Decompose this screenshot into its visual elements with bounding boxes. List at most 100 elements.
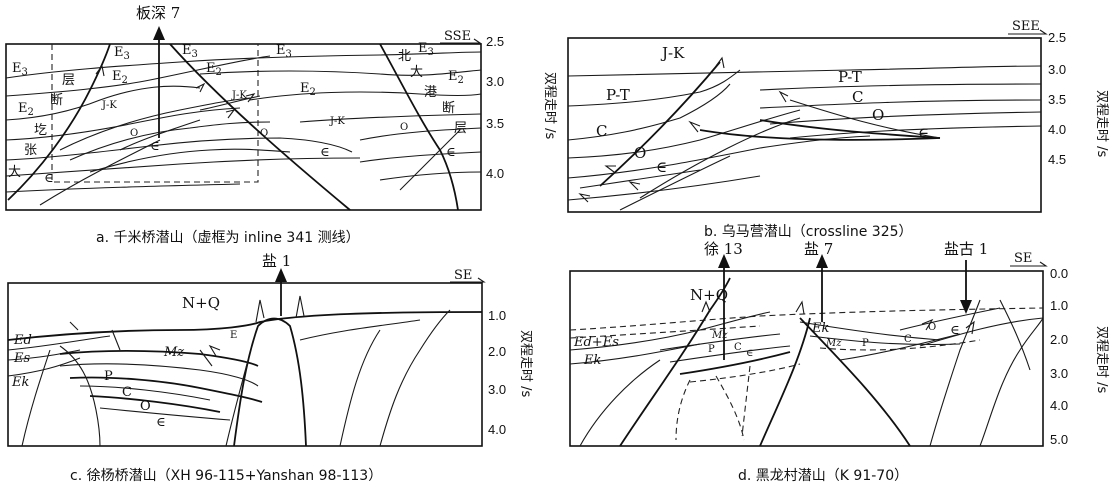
direction-arrow-icon (440, 38, 482, 44)
svg-text:4.0: 4.0 (488, 422, 506, 437)
svg-text:C: C (852, 88, 863, 106)
svg-text:E3: E3 (276, 43, 292, 60)
svg-text:Ek: Ek (11, 375, 29, 390)
svg-text:3.0: 3.0 (486, 74, 504, 89)
svg-text:Ed: Ed (13, 333, 32, 348)
svg-text:Ek: Ek (811, 321, 829, 336)
well-label: 板深 7 (136, 4, 180, 22)
svg-text:3.0: 3.0 (1048, 62, 1066, 77)
svg-text:4.5: 4.5 (1048, 152, 1066, 167)
svg-text:J-K: J-K (231, 90, 247, 101)
axis-label: 双程走时 /s (1094, 326, 1109, 394)
svg-text:3.0: 3.0 (1050, 366, 1068, 381)
svg-text:3.5: 3.5 (486, 116, 504, 131)
svg-text:E2: E2 (300, 81, 316, 98)
svg-text:张: 张 (24, 143, 37, 158)
svg-text:3.0: 3.0 (488, 382, 506, 397)
svg-text:1.0: 1.0 (1050, 298, 1068, 313)
well-arrow-icon (816, 254, 828, 268)
axis-label: 双程走时 /s (542, 72, 557, 140)
svg-text:O: O (928, 322, 936, 333)
svg-text:E3: E3 (114, 45, 130, 62)
svg-text:∈: ∈ (950, 323, 960, 338)
well-arrow-icon (275, 268, 287, 282)
svg-text:4.0: 4.0 (486, 166, 504, 181)
panel-caption: b. 乌马营潜山（crossline 325） (704, 224, 913, 240)
panel-caption: d. 黑龙村潜山（K 91-70） (738, 468, 908, 484)
well-label: 盐 1 (262, 252, 291, 270)
svg-text:∈: ∈ (320, 145, 330, 160)
svg-text:∈: ∈ (656, 158, 667, 176)
svg-text:Ek: Ek (583, 353, 601, 368)
svg-text:O: O (260, 128, 268, 139)
direction-label: SE (1014, 251, 1032, 266)
svg-text:Ed+Es: Ed+Es (573, 335, 619, 350)
svg-text:北: 北 (398, 49, 411, 64)
svg-text:∈: ∈ (918, 124, 929, 142)
svg-text:E2: E2 (112, 69, 128, 86)
svg-text:N+Q: N+Q (182, 294, 220, 312)
direction-arrow-icon (450, 277, 486, 283)
direction-arrow-icon (1010, 261, 1048, 267)
svg-text:2.5: 2.5 (1048, 30, 1066, 45)
well-arrow-icon (718, 254, 730, 268)
svg-text:J-K: J-K (660, 44, 685, 62)
direction-label: SEE (1012, 19, 1040, 34)
svg-text:4.0: 4.0 (1050, 398, 1068, 413)
direction-arrow-icon (1008, 29, 1048, 35)
svg-text:E3: E3 (12, 61, 28, 78)
panel-d-frame (569, 270, 1044, 447)
svg-text:Mz: Mz (825, 338, 842, 349)
svg-text:2.0: 2.0 (1050, 332, 1068, 347)
svg-text:E3: E3 (182, 43, 198, 60)
axis-label: 双程走时 /s (1094, 90, 1109, 158)
svg-text:4.0: 4.0 (1048, 122, 1066, 137)
svg-text:港: 港 (424, 85, 437, 100)
svg-text:∈: ∈ (446, 145, 456, 160)
well-arrow-icon (960, 300, 972, 314)
panel-d: 徐 13 盐 7 盐古 1 SE N+Q Ed+Es Ek Mz P C ∈ E… (569, 240, 1109, 484)
panel-a-frame (5, 43, 482, 211)
svg-text:J-K: J-K (101, 100, 117, 111)
svg-text:3.5: 3.5 (1048, 92, 1066, 107)
panel-b-frame (567, 37, 1042, 213)
panel-caption: c. 徐杨桥潜山（XH 96-115+Yanshan 98-113） (70, 468, 382, 484)
svg-text:C: C (596, 122, 607, 140)
well-label: 徐 13 (704, 240, 743, 258)
svg-text:1.0: 1.0 (488, 308, 506, 323)
svg-text:P: P (862, 338, 869, 349)
well-arrow-icon (153, 26, 165, 40)
svg-text:0.0: 0.0 (1050, 266, 1068, 281)
svg-text:O: O (130, 128, 138, 139)
panel-caption: a. 千米桥潜山（虚框为 inline 341 测线） (96, 230, 360, 246)
svg-text:E: E (230, 330, 237, 341)
svg-text:N+Q: N+Q (690, 286, 728, 304)
axis-label: 双程走时 /s (518, 330, 533, 398)
svg-text:C: C (904, 334, 912, 345)
svg-text:C: C (734, 342, 742, 353)
inline-341-box (51, 44, 259, 183)
svg-text:∈: ∈ (156, 415, 166, 430)
svg-text:大: 大 (8, 165, 21, 180)
panel-b: SEE J-K P-T P-T C C O O ∈ ∈ 2.5 3.0 3.5 … (567, 19, 1109, 240)
svg-text:∈: ∈ (150, 139, 160, 154)
svg-text:E2: E2 (18, 101, 34, 118)
svg-text:P-T: P-T (838, 68, 862, 86)
svg-text:O: O (400, 122, 408, 133)
well-label: 盐 7 (804, 240, 833, 258)
svg-text:5.0: 5.0 (1050, 432, 1068, 447)
svg-text:Es: Es (13, 351, 30, 366)
svg-text:断: 断 (50, 93, 63, 108)
svg-text:层: 层 (62, 73, 75, 88)
svg-text:P: P (104, 369, 113, 384)
direction-label: SE (454, 268, 472, 283)
svg-text:E2: E2 (206, 61, 222, 78)
svg-text:O: O (140, 399, 151, 414)
svg-text:大: 大 (410, 65, 423, 80)
svg-text:Mz: Mz (163, 345, 184, 360)
direction-label: SSE (444, 29, 471, 44)
svg-text:2.0: 2.0 (488, 344, 506, 359)
panel-a: 板深 7 SSE E3 E3 E2 E3 E2 E3 E2 E3 E2 E2 J… (5, 4, 557, 246)
svg-text:断: 断 (442, 101, 455, 116)
